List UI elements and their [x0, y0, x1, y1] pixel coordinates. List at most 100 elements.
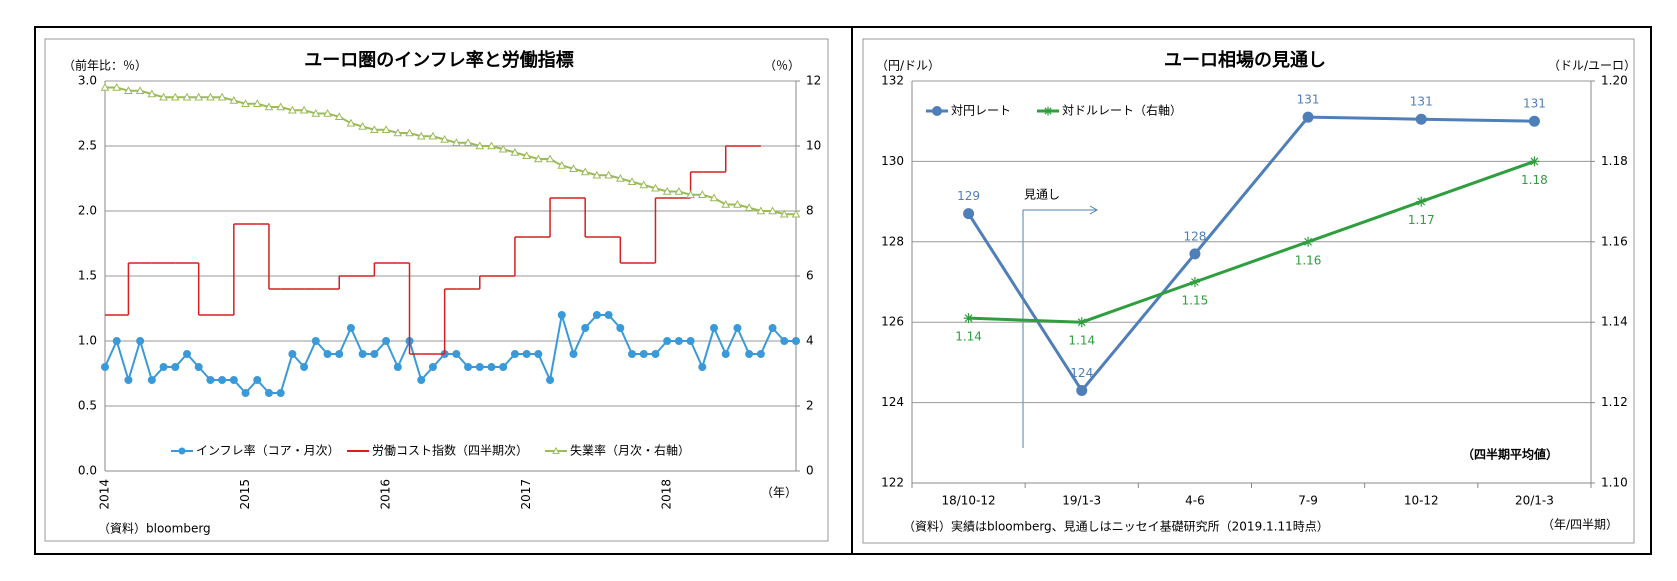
- data-point: [499, 363, 508, 371]
- outer-frame: [34, 26, 1652, 555]
- data-point: [710, 324, 719, 332]
- panel-frame: [44, 38, 829, 542]
- data-point: [963, 208, 975, 220]
- data-point: [1302, 111, 1314, 123]
- series-line: [967, 115, 1535, 394]
- y2-tick-label: 1.16: [1601, 234, 1628, 248]
- y2-tick-label: 1.14: [1601, 315, 1628, 329]
- y-tick-label: 0.0: [78, 464, 97, 478]
- data-point: [1076, 317, 1087, 328]
- data-point: [686, 337, 695, 345]
- data-point: [592, 170, 602, 179]
- data-point: [604, 311, 613, 319]
- data-label: 1.14: [1068, 334, 1095, 348]
- y-tick-label: 1.0: [78, 334, 97, 348]
- data-point: [780, 337, 789, 345]
- legend-marker: [1043, 106, 1053, 116]
- data-label: 1.17: [1408, 213, 1435, 227]
- data-point: [639, 350, 648, 358]
- data-point: [580, 167, 590, 176]
- data-point: [662, 186, 672, 195]
- x-tick-label: 19/1-3: [1062, 494, 1101, 508]
- y2-tick-label: 4: [806, 334, 814, 348]
- data-point: [358, 350, 367, 358]
- data-point: [440, 134, 449, 143]
- data-label: 124: [1070, 366, 1093, 380]
- data-point: [182, 350, 191, 358]
- data-point: [241, 99, 250, 108]
- data-point: [393, 128, 403, 137]
- data-point: [616, 324, 625, 332]
- data-point: [768, 206, 777, 215]
- data-point: [546, 376, 555, 384]
- data-point: [218, 376, 227, 384]
- data-point: [101, 363, 109, 371]
- data-point: [147, 89, 157, 98]
- y-tick-label: 124: [881, 395, 904, 409]
- data-point: [463, 138, 473, 147]
- data-point: [792, 337, 800, 345]
- data-point: [206, 92, 215, 101]
- y-tick-label: 2.0: [78, 204, 97, 218]
- data-point: [651, 183, 660, 192]
- y-axis-label: （前年比：％）: [63, 58, 147, 73]
- x-tick-label: 2015: [238, 479, 252, 510]
- data-point: [1416, 196, 1427, 207]
- x-tick-label: 20/1-3: [1515, 494, 1554, 508]
- y-tick-label: 128: [881, 234, 904, 248]
- data-point: [733, 199, 742, 208]
- chart-title: ユーロ圏のインフレ率と労働指標: [304, 49, 573, 71]
- x-axis-label: （年/四半期）: [1542, 518, 1618, 532]
- data-point: [159, 92, 168, 101]
- x-tick-label: 2014: [98, 479, 112, 510]
- y2-tick-label: 6: [806, 269, 814, 283]
- data-point: [206, 376, 215, 384]
- legend-label: インフレ率（コア・月次）: [196, 443, 340, 458]
- data-label: 128: [1183, 229, 1206, 243]
- legend-label: 対ドルレート（右軸）: [1062, 103, 1182, 118]
- source-note: （資料）bloomberg: [98, 522, 211, 536]
- data-label: 1.16: [1295, 253, 1322, 267]
- data-point: [534, 350, 543, 358]
- data-point: [639, 180, 649, 189]
- data-point: [768, 324, 777, 332]
- data-point: [112, 82, 122, 91]
- y2-axis-label: （％）: [764, 59, 800, 73]
- data-point: [464, 363, 473, 371]
- data-label: 131: [1523, 97, 1546, 111]
- legend-marker: [552, 446, 560, 454]
- data-point: [124, 86, 133, 95]
- data-point: [709, 193, 719, 202]
- data-point: [615, 173, 625, 182]
- data-point: [311, 337, 320, 345]
- y-tick-label: 0.5: [78, 399, 97, 413]
- data-point: [1076, 385, 1088, 397]
- data-point: [674, 337, 683, 345]
- data-point: [335, 350, 344, 358]
- data-point: [686, 190, 695, 199]
- data-point: [382, 337, 391, 345]
- data-point: [581, 324, 590, 332]
- data-point: [136, 337, 145, 345]
- data-point: [182, 92, 192, 101]
- x-tick-label: 4-6: [1185, 494, 1205, 508]
- data-point: [674, 186, 684, 195]
- data-point: [1303, 236, 1314, 247]
- data-point: [1529, 156, 1540, 167]
- data-point: [487, 141, 496, 150]
- data-point: [253, 376, 262, 384]
- data-point: [604, 170, 613, 179]
- data-point: [194, 92, 204, 101]
- x-tick-label: 2018: [660, 479, 674, 510]
- panel-frame: [862, 38, 1635, 544]
- data-point: [229, 376, 238, 384]
- data-point: [510, 147, 520, 156]
- data-point: [346, 118, 356, 127]
- data-point: [112, 337, 121, 345]
- data-point: [323, 108, 332, 117]
- y2-tick-label: 1.12: [1601, 395, 1628, 409]
- data-point: [323, 350, 332, 358]
- x-tick-label: 10-12: [1404, 494, 1439, 508]
- data-point: [522, 350, 531, 358]
- data-point: [124, 376, 133, 384]
